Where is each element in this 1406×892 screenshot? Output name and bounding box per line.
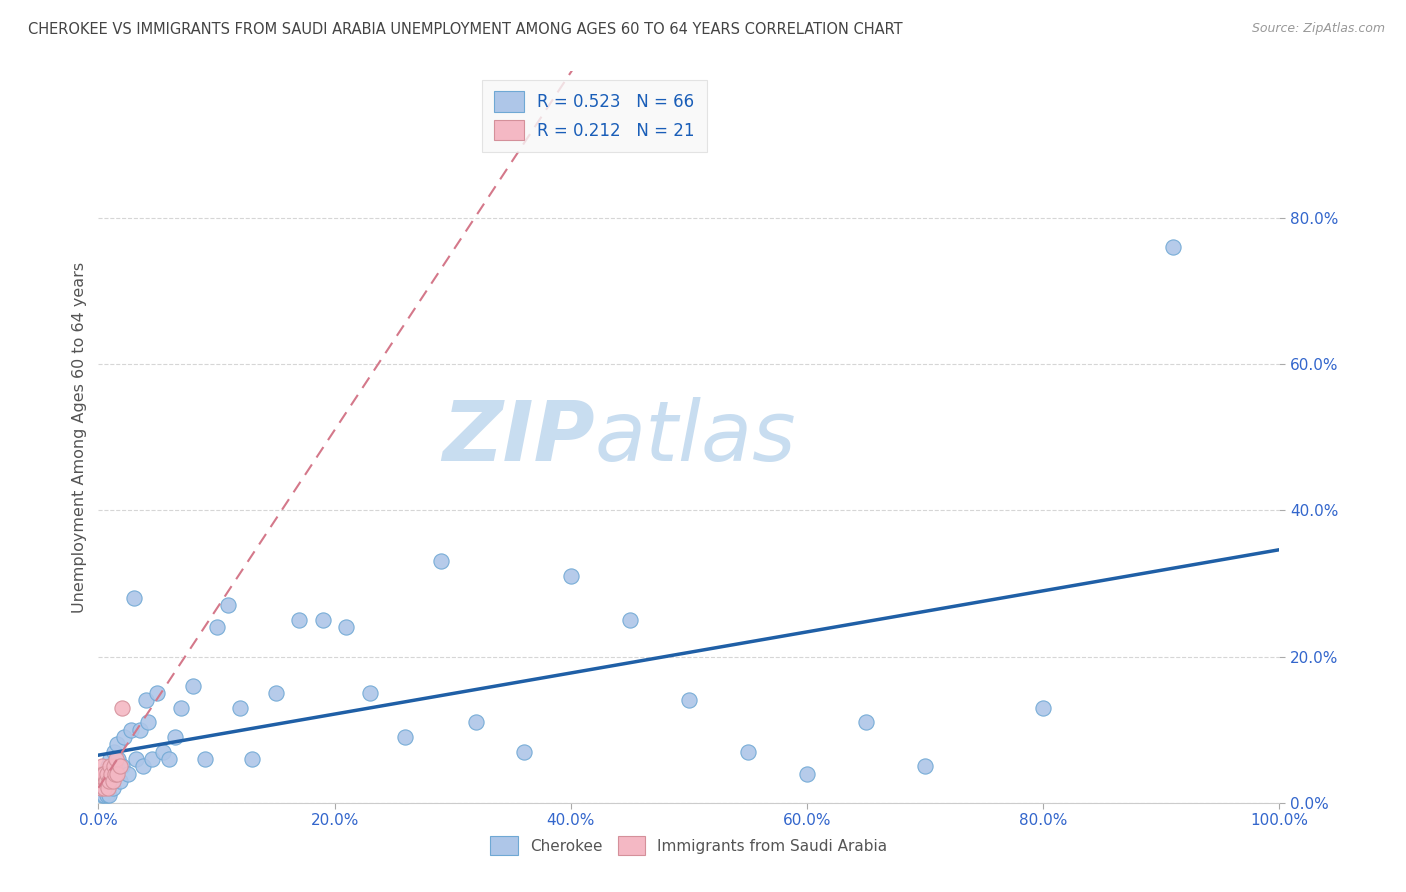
Point [101,781,124,796]
Point [96,766,118,780]
Point [194,752,217,766]
Point [122,591,145,605]
Point [181,679,204,693]
Point [855,715,877,730]
Point [107,752,129,766]
Legend: Cherokee, Immigrants from Saudi Arabia: Cherokee, Immigrants from Saudi Arabia [484,830,894,861]
Point [146,686,169,700]
Point [157,752,180,766]
Point [104,766,127,780]
Text: ZIP: ZIP [441,397,595,477]
Point [312,613,335,627]
Point [128,723,150,737]
Y-axis label: Unemployment Among Ages 60 to 64 years: Unemployment Among Ages 60 to 64 years [72,261,87,613]
Point [165,730,187,744]
Text: Source: ZipAtlas.com: Source: ZipAtlas.com [1251,22,1385,36]
Text: CHEROKEE VS IMMIGRANTS FROM SAUDI ARABIA UNEMPLOYMENT AMONG AGES 60 TO 64 YEARS : CHEROKEE VS IMMIGRANTS FROM SAUDI ARABIA… [28,22,903,37]
Point [465,715,488,730]
Point [93,773,115,788]
Point [117,766,139,780]
Point [90,781,112,796]
Point [89,773,111,788]
Point [94,766,117,780]
Point [560,569,582,583]
Point [205,620,228,634]
Point [240,752,263,766]
Point [359,686,381,700]
Point [91,781,114,796]
Point [152,745,174,759]
Point [335,620,357,634]
Point [1032,700,1054,714]
Point [678,693,700,707]
Point [229,700,252,714]
Point [91,789,114,803]
Point [97,759,120,773]
Point [104,766,127,780]
Point [105,737,128,751]
Point [91,759,114,773]
Point [91,773,114,788]
Point [93,781,115,796]
Point [264,686,287,700]
Point [98,773,121,788]
Point [100,773,122,788]
Point [914,759,936,773]
Point [94,781,117,796]
Point [512,745,534,759]
Point [101,773,124,788]
Point [217,599,239,613]
Point [90,781,112,796]
Point [93,766,115,780]
Point [98,766,121,780]
Point [121,723,143,737]
Point [132,759,155,773]
Point [91,766,114,780]
Point [93,789,115,803]
Point [96,789,118,803]
Point [98,752,121,766]
Point [619,613,641,627]
Point [108,773,131,788]
Point [91,766,114,780]
Point [94,773,117,788]
Point [394,730,416,744]
Point [97,781,120,796]
Point [288,613,311,627]
Point [97,781,120,796]
Point [103,759,125,773]
Point [96,773,118,788]
Point [111,759,134,773]
Point [170,700,193,714]
Point [136,715,159,730]
Point [98,789,121,803]
Point [90,766,112,780]
Point [111,700,134,714]
Point [112,730,135,744]
Point [108,759,131,773]
Point [141,752,163,766]
Point [105,759,128,773]
Text: atlas: atlas [595,397,796,477]
Point [98,773,121,788]
Point [105,766,128,780]
Point [1161,240,1184,254]
Point [105,752,128,766]
Point [135,693,157,707]
Point [125,752,148,766]
Point [430,554,453,568]
Point [796,766,818,780]
Point [91,773,114,788]
Point [98,759,121,773]
Point [101,759,124,773]
Point [103,745,125,759]
Point [100,766,122,780]
Point [737,745,759,759]
